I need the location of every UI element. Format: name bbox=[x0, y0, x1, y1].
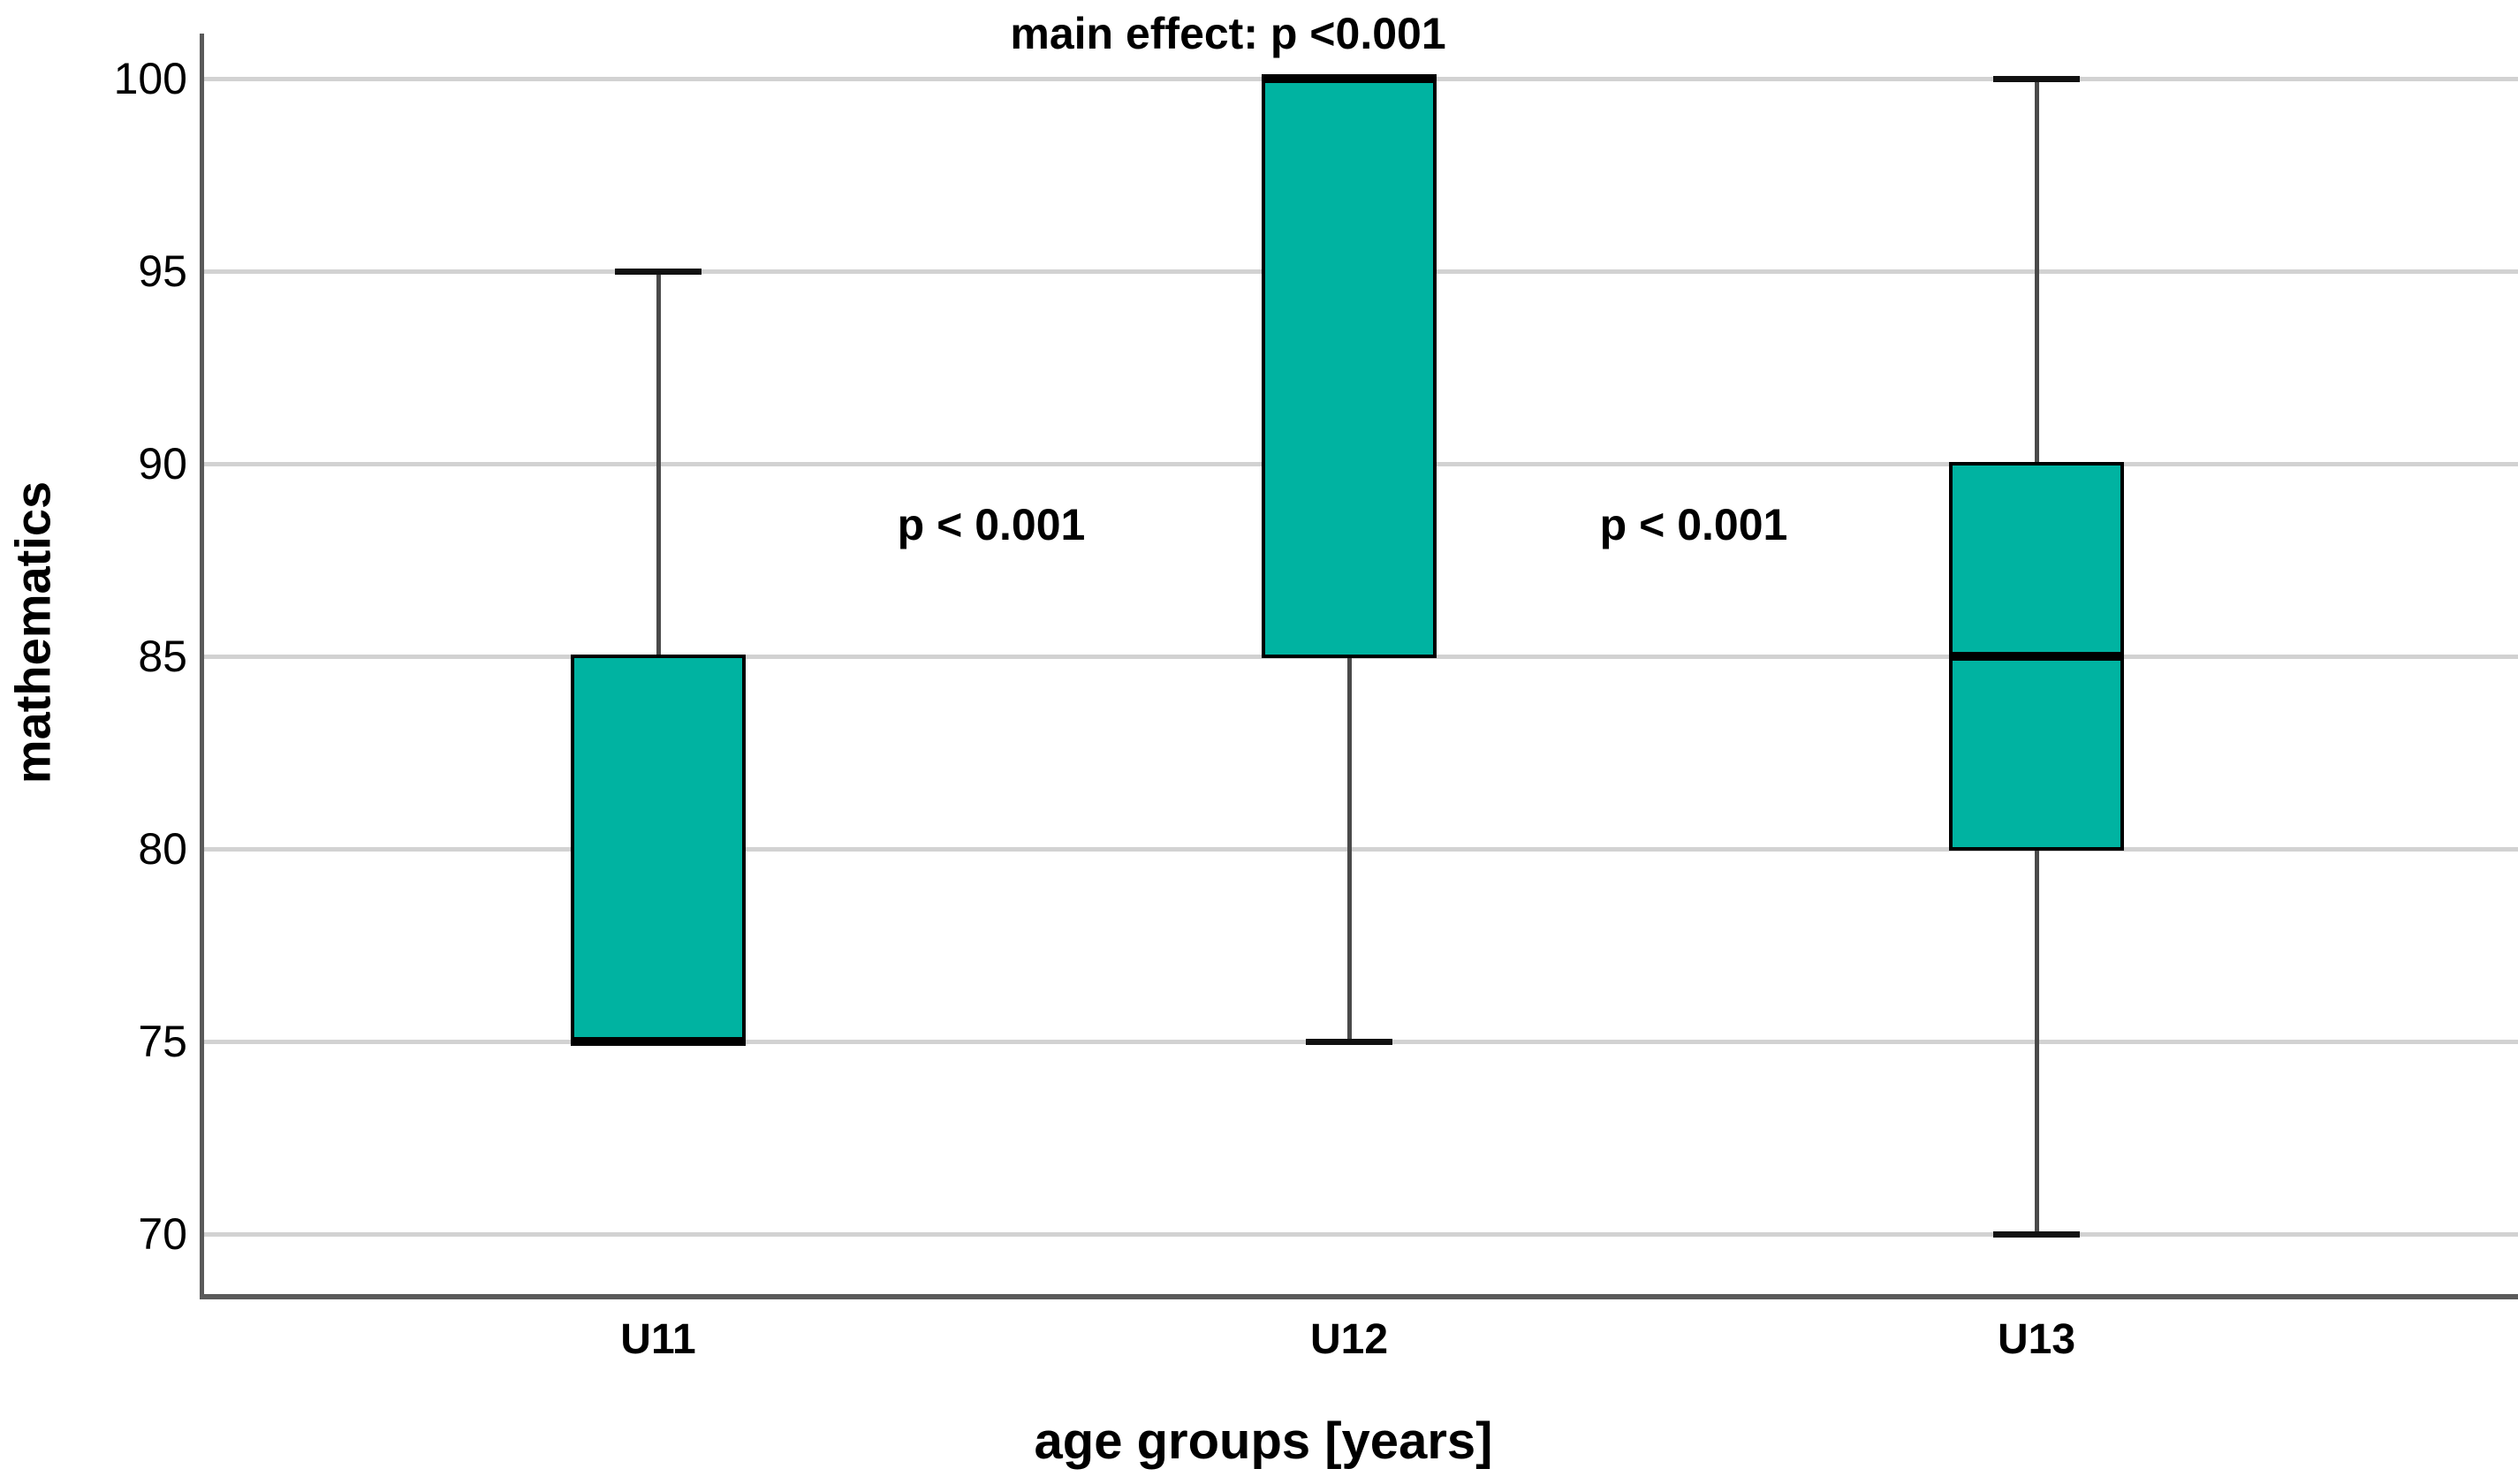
y-tick-label-75: 75 bbox=[138, 1017, 187, 1066]
x-axis-title: age groups [years] bbox=[1034, 1412, 1493, 1470]
y-tick-label-100: 100 bbox=[113, 54, 187, 103]
box-U12 bbox=[1262, 77, 1437, 658]
x-tick-label-U12: U12 bbox=[1309, 1316, 1389, 1363]
whisker-lower-U13 bbox=[2035, 849, 2039, 1234]
y-tick-label-70: 70 bbox=[138, 1209, 187, 1259]
y-axis-line bbox=[200, 34, 204, 1297]
gridline-80 bbox=[202, 847, 2518, 852]
y-tick-label-80: 80 bbox=[138, 824, 187, 874]
y-axis-title: mathematics bbox=[4, 481, 61, 784]
median-U12 bbox=[1262, 74, 1437, 83]
y-tick-label-90: 90 bbox=[138, 439, 187, 488]
x-tick-label-U13: U13 bbox=[1997, 1316, 2076, 1363]
whisker-upper-U13 bbox=[2035, 79, 2039, 464]
median-U13 bbox=[1949, 652, 2124, 661]
pairwise-p-annotation-u12-u13: p < 0.001 bbox=[1599, 500, 1788, 549]
x-tick-label-U11: U11 bbox=[620, 1316, 696, 1363]
whisker-upper-U11 bbox=[656, 271, 661, 656]
whisker-cap-upper-U13 bbox=[1993, 76, 2080, 82]
median-U11 bbox=[571, 1037, 746, 1046]
y-tick-label-85: 85 bbox=[138, 632, 187, 681]
whisker-cap-lower-U12 bbox=[1306, 1039, 1392, 1045]
box-U11 bbox=[571, 655, 746, 1043]
y-tick-label-95: 95 bbox=[138, 246, 187, 296]
main-effect-annotation: main effect: p <0.001 bbox=[1010, 9, 1446, 58]
whisker-lower-U12 bbox=[1347, 656, 1352, 1041]
gridline-70 bbox=[202, 1232, 2518, 1237]
whisker-cap-upper-U11 bbox=[615, 269, 702, 275]
whisker-cap-lower-U13 bbox=[1993, 1231, 2080, 1238]
pairwise-p-annotation-u11-u12: p < 0.001 bbox=[897, 500, 1086, 549]
x-axis-line bbox=[200, 1294, 2518, 1299]
